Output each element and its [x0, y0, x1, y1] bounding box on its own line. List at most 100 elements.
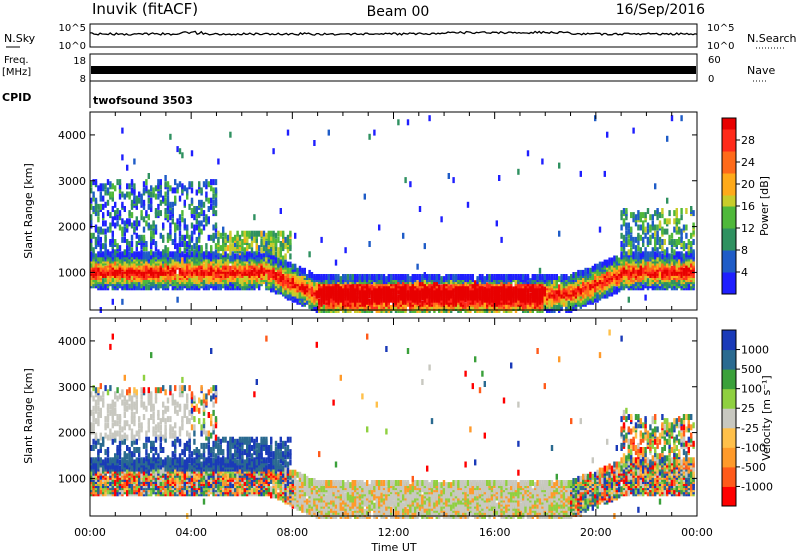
scatter-cell	[116, 445, 119, 451]
scatter-cell	[138, 251, 141, 258]
scatter-cell	[646, 278, 650, 285]
scatter-cell	[116, 420, 119, 427]
scatter-cell	[97, 412, 100, 418]
scatter-cell	[349, 288, 352, 295]
scatter-cell	[632, 236, 635, 243]
scatter-cell	[680, 115, 683, 122]
scatter-cell	[102, 391, 105, 398]
scatter-cell	[138, 220, 141, 227]
scatter-cell	[277, 236, 280, 243]
scatter-cell	[97, 486, 100, 493]
scatter-cell	[128, 183, 131, 190]
scatter-cell	[152, 187, 155, 194]
nsearch-label: N.Search	[747, 32, 797, 45]
scatter-cell	[649, 224, 652, 231]
scatter-cell	[166, 214, 170, 221]
scatter-cell	[313, 274, 316, 280]
scatter-cell	[183, 269, 186, 276]
scatter-cell	[685, 259, 688, 266]
scatter-cell	[397, 274, 400, 280]
scatter-cell	[670, 278, 674, 285]
scatter-cell	[154, 241, 158, 247]
scatter-cell	[99, 442, 102, 449]
scatter-cell	[135, 203, 138, 210]
scatter-cell	[106, 210, 110, 217]
scatter-cell	[106, 278, 110, 285]
scatter-cell	[109, 343, 112, 350]
scatter-cell	[226, 265, 230, 272]
scatter-cell	[272, 278, 275, 285]
scatter-cell	[596, 292, 599, 299]
scatter-cell	[109, 191, 112, 198]
scatter-cell	[517, 298, 520, 305]
scatter-cell	[142, 181, 146, 188]
scatter-cell	[495, 278, 498, 285]
scatter-cell	[178, 247, 182, 254]
scatter-cell	[195, 245, 198, 252]
scatter-cell	[423, 286, 426, 293]
scatter-cell	[224, 245, 227, 252]
scatter-cell	[294, 232, 297, 239]
scatter-cell	[226, 253, 230, 260]
power-colorbar-segment	[722, 195, 736, 207]
scatter-cell	[106, 249, 110, 256]
scatter-cell	[656, 214, 659, 221]
scatter-cell	[106, 407, 110, 414]
scatter-cell	[207, 261, 210, 268]
scatter-cell	[104, 183, 107, 190]
scatter-cell	[366, 282, 369, 289]
scatter-cell	[104, 457, 107, 464]
scatter-cell	[150, 257, 153, 264]
scatter-cell	[344, 284, 347, 291]
scatter-cell	[286, 288, 290, 295]
scatter-cell	[690, 257, 693, 264]
scatter-cell	[231, 251, 234, 258]
scatter-cell	[104, 282, 107, 289]
scatter-cell	[174, 272, 177, 278]
scatter-cell	[99, 488, 102, 495]
scatter-cell	[620, 269, 623, 276]
scatter-cell	[159, 274, 162, 280]
scatter-cell	[157, 203, 160, 210]
scatter-cell	[231, 243, 234, 250]
scatter-cell	[111, 438, 114, 445]
scatter-cell	[109, 480, 112, 486]
scatter-cell	[654, 241, 657, 247]
scatter-cell	[330, 296, 333, 303]
scatter-cell	[147, 197, 150, 204]
scatter-cell	[620, 214, 623, 221]
scatter-cell	[207, 251, 210, 258]
scatter-cell	[138, 280, 141, 287]
scatter-cell	[430, 305, 434, 311]
scatter-cell	[618, 257, 621, 264]
power-colorbar-segment	[722, 162, 736, 174]
beam-title: Beam 00	[367, 4, 430, 20]
scatter-cell	[176, 255, 179, 262]
scatter-cell	[106, 187, 110, 194]
scatter-cell	[241, 251, 244, 258]
nave-label: Nave	[747, 64, 775, 77]
scatter-cell	[656, 251, 659, 258]
scatter-cell	[190, 234, 194, 241]
date-title: 16/Sep/2016	[616, 2, 705, 18]
scatter-cell	[639, 216, 642, 223]
scatter-cell	[452, 177, 455, 184]
scatter-cell	[380, 274, 383, 280]
scatter-cell	[118, 187, 122, 194]
scatter-cell	[92, 488, 95, 495]
scatter-cell	[250, 278, 254, 285]
scatter-cell	[97, 210, 100, 217]
scatter-cell	[646, 222, 650, 229]
scatter-cell	[99, 183, 102, 190]
scatter-cell	[678, 236, 681, 243]
scatter-cell	[214, 195, 218, 202]
scatter-cell	[390, 274, 393, 280]
scatter-cell	[625, 278, 628, 285]
scatter-cell	[450, 278, 453, 285]
scatter-cell	[639, 224, 642, 231]
scatter-cell	[622, 284, 626, 291]
scatter-cell	[212, 179, 215, 186]
scatter-cell	[286, 272, 290, 278]
scatter-cell	[409, 276, 412, 283]
scatter-cell	[142, 187, 146, 194]
